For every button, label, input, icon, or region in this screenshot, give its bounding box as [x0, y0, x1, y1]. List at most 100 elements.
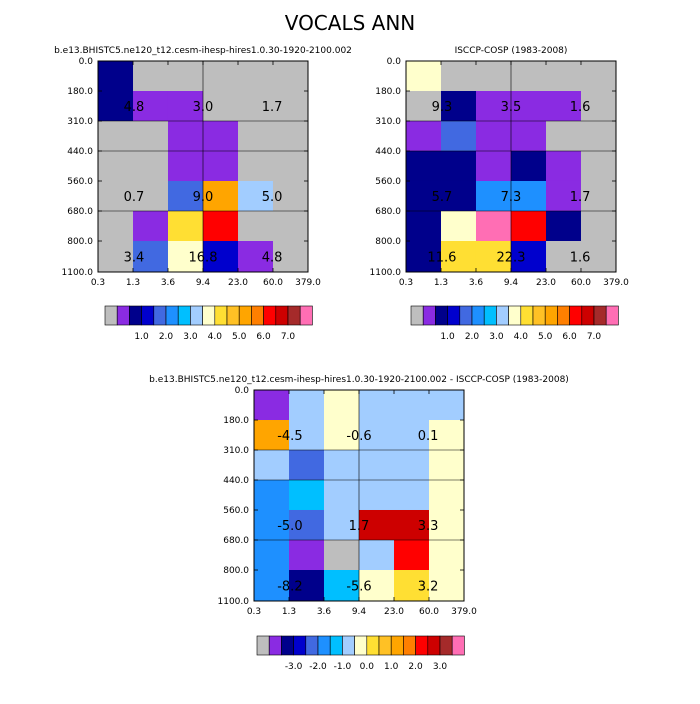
heatmap-cell — [546, 241, 582, 273]
heatmap-cell — [289, 390, 325, 421]
colorbar-label: 2.0 — [465, 332, 480, 342]
cell-value-label: 0.7 — [124, 190, 145, 205]
x-tick-label: 23.0 — [384, 607, 404, 617]
heatmap-cell — [580, 241, 617, 273]
colorbar-label: 6.0 — [256, 332, 271, 342]
heatmap-cell — [394, 390, 430, 421]
heatmap-cell — [323, 570, 360, 602]
heatmap-cell — [167, 180, 204, 212]
cell-value-label: 0.1 — [418, 429, 439, 444]
heatmap-cell — [323, 390, 360, 421]
heatmap-cell — [289, 509, 325, 541]
x-tick-label: 0.3 — [399, 278, 413, 288]
heatmap-panel-3: b.e13.BHISTC5.ne120_t12.cesm-ihesp-hires… — [149, 375, 569, 672]
heatmap-panel-1: b.e13.BHISTC5.ne120_t12.cesm-ihesp-hires… — [54, 46, 352, 342]
colorbar-swatch — [390, 635, 404, 656]
heatmap-cell — [428, 479, 465, 511]
colorbar-swatch — [287, 305, 301, 326]
colorbar-label: 2.0 — [159, 332, 174, 342]
heatmap-cell — [428, 420, 465, 451]
heatmap-cell — [359, 450, 395, 481]
colorbar-swatch — [238, 305, 252, 326]
heatmap-cell — [133, 210, 169, 242]
colorbar-label: 0.0 — [360, 662, 375, 672]
heatmap-cell — [428, 450, 465, 481]
heatmap-cell — [546, 61, 582, 92]
colorbar-swatch — [605, 305, 619, 326]
colorbar-swatch — [439, 635, 453, 656]
colorbar-swatch — [214, 305, 228, 326]
colorbar-swatch — [451, 635, 465, 656]
heatmap-cell — [167, 91, 204, 122]
heatmap-cell — [475, 150, 512, 182]
y-tick-label: 560.0 — [375, 177, 401, 187]
panel-title: b.e13.BHISTC5.ne120_t12.cesm-ihesp-hires… — [54, 46, 352, 56]
heatmap-cell — [203, 210, 239, 242]
heatmap-cell — [203, 241, 239, 273]
heatmap-cell — [428, 539, 465, 571]
colorbar-label: 1.0 — [384, 662, 399, 672]
heatmap-panel-2: ISCCP-COSP (1983-2008) 0.0 180.0 310.0 440.0… — [370, 46, 630, 342]
cell-value-label: 1.7 — [570, 190, 591, 205]
cell-value-label: -5.0 — [277, 519, 302, 534]
colorbar-label: 5.0 — [232, 332, 247, 342]
heatmap-cell — [580, 150, 617, 182]
heatmap-cell — [580, 91, 617, 122]
colorbar-swatch — [496, 305, 509, 326]
heatmap-cell — [580, 61, 617, 92]
heatmap-cell — [359, 509, 395, 541]
x-tick-label: 379.0 — [451, 607, 477, 617]
heatmap-cell — [254, 539, 290, 571]
cell-value-label: 3.4 — [124, 251, 145, 266]
heatmap-cell — [272, 180, 309, 212]
heatmap-cell — [254, 420, 290, 451]
heatmap-cell — [359, 479, 395, 511]
heatmap-cell — [323, 539, 360, 571]
colorbar-swatch — [520, 305, 534, 326]
heatmap-cell — [133, 121, 169, 152]
heatmap-cell — [238, 210, 274, 242]
colorbar-swatch — [447, 305, 461, 326]
heatmap-cell — [428, 570, 465, 602]
cell-value-label: -4.5 — [277, 429, 302, 444]
heatmap-cell — [254, 509, 290, 541]
colorbar-swatch — [293, 635, 307, 656]
colorbar-swatch — [532, 305, 546, 326]
heatmap-cell — [133, 91, 169, 122]
cell-value-label: 9.0 — [193, 190, 214, 205]
heatmap-cell — [394, 570, 430, 602]
colorbar-swatch — [275, 305, 289, 326]
cell-value-label: 4.8 — [124, 100, 145, 115]
colorbar-label: -1.0 — [334, 662, 352, 672]
heatmap-cell — [323, 479, 360, 511]
heatmap-cell — [475, 180, 512, 212]
x-tick-label: 23.0 — [536, 278, 556, 288]
heatmap-cell — [475, 61, 512, 92]
colorbar-label: 3.0 — [433, 662, 448, 672]
heatmap-cell — [359, 539, 395, 571]
heatmap-cell — [441, 91, 477, 122]
y-tick-label: 440.0 — [375, 147, 401, 157]
cell-value-label: 3.3 — [418, 519, 439, 534]
colorbar-swatch — [104, 305, 118, 326]
heatmap-cell — [238, 180, 274, 212]
panel-title: b.e13.BHISTC5.ne120_t12.cesm-ihesp-hires… — [149, 375, 569, 385]
colorbar-swatch — [427, 635, 441, 656]
colorbar-swatch — [251, 305, 264, 326]
cell-value-label: 5.0 — [262, 190, 283, 205]
colorbar-swatch — [508, 305, 522, 326]
y-tick-label: 440.0 — [223, 476, 249, 486]
x-tick-label: 0.3 — [247, 607, 261, 617]
heatmap-cell — [254, 390, 290, 421]
y-tick-label: 180.0 — [375, 87, 401, 97]
heatmap-cell — [546, 180, 582, 212]
colorbar-label: 1.0 — [134, 332, 149, 342]
y-tick-label: 310.0 — [375, 117, 401, 127]
cell-value-label: 5.7 — [432, 190, 453, 205]
heatmap-cell — [511, 121, 547, 152]
colorbar-swatch — [403, 635, 416, 656]
heatmap-cell — [546, 121, 582, 152]
heatmap-cell — [238, 121, 274, 152]
heatmap-cell — [289, 450, 325, 481]
heatmap-cell — [98, 150, 134, 182]
